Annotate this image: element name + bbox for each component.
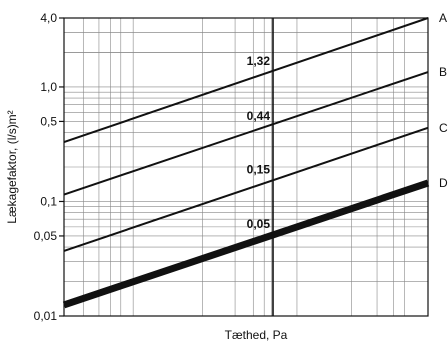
series-name-c: C — [439, 121, 448, 135]
y-tick-label: 0,1 — [40, 194, 57, 208]
series-name-b: B — [439, 65, 447, 79]
y-ticks: 4,0 1,0 0,5 0,1 0,05 0,01 — [34, 11, 64, 323]
y-tick-label: 4,0 — [40, 11, 57, 25]
grid — [64, 18, 428, 316]
y-tick-label: 0,5 — [40, 114, 57, 128]
series-line-b — [63, 71, 429, 196]
series-name-d: D — [439, 176, 448, 190]
series-value-d: 0,05 — [247, 217, 271, 231]
series-name-a: A — [439, 11, 447, 25]
series-value-c: 0,15 — [247, 162, 271, 176]
series — [62, 17, 430, 309]
plot-frame — [63, 17, 429, 317]
series-line-a — [63, 17, 429, 144]
series-value-b: 0,44 — [247, 109, 271, 123]
x-axis-title: Tæthed, Pa — [225, 328, 288, 342]
series-labels: A 1,32 B 0,44 C 0,15 D 0,05 — [247, 11, 448, 231]
y-tick-label: 0,05 — [34, 229, 58, 243]
y-tick-label: 0,01 — [34, 309, 58, 323]
series-line-c — [63, 126, 429, 252]
series-value-a: 1,32 — [247, 54, 271, 68]
y-axis-title: Lækagefaktor, (l/s)m² — [5, 110, 19, 223]
y-tick-label: 1,0 — [40, 80, 57, 94]
series-line-d — [62, 179, 430, 309]
